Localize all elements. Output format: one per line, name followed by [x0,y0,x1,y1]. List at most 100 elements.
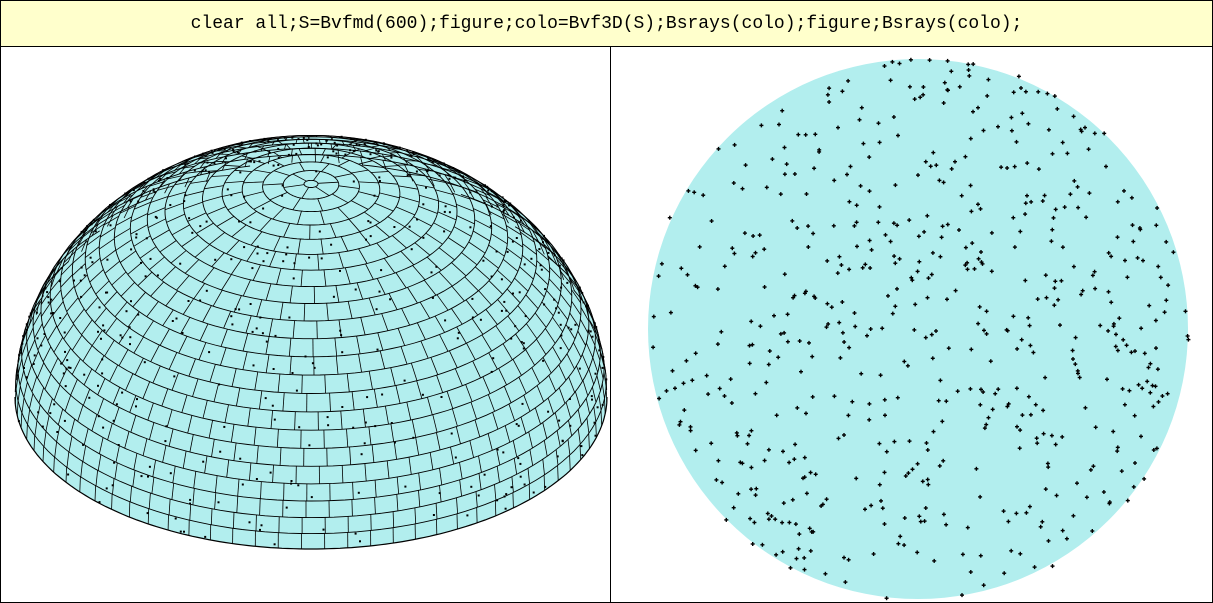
latitude-ring [146,134,476,304]
data-point [981,583,986,588]
meridian-segment [85,297,99,312]
data-point [1071,264,1076,269]
data-point [1076,205,1081,210]
data-point [651,345,656,350]
data-point [73,279,75,282]
data-point [802,567,807,572]
data-point [843,580,848,585]
data-point [882,397,887,402]
data-point [842,555,846,560]
data-point [867,401,872,406]
data-point [79,279,82,282]
meridian-segment [520,416,527,434]
data-point [435,265,438,268]
data-point [137,313,140,316]
meridian-segment [164,202,184,211]
data-point [223,425,226,428]
meridian-segment [456,204,475,212]
meridian-segment [273,170,290,176]
meridian-segment [416,322,426,340]
meridian-segment [40,276,49,291]
data-point [157,179,160,182]
data-point [929,332,934,337]
data-point [243,246,246,249]
meridian-segment [230,259,242,275]
data-point [897,61,902,66]
meridian-segment [21,341,28,357]
meridian-segment [382,165,399,167]
meridian-segment [451,262,467,277]
data-point [89,256,92,259]
data-point [754,486,759,491]
data-point [969,209,974,214]
meridian-segment [580,307,590,322]
data-point [842,340,847,344]
data-point [792,293,797,298]
data-point [1012,164,1017,169]
data-point [938,378,943,383]
data-point [884,596,889,601]
meridian-segment [43,431,47,447]
meridian-segment [351,391,355,411]
meridian-segment [542,422,548,439]
meridian-segment [26,315,34,331]
meridian-segment [199,160,206,169]
data-point [806,245,811,249]
data-point [204,169,207,172]
data-point [1086,147,1091,152]
meridian-segment [270,410,273,429]
data-point [452,176,455,179]
data-point [980,261,985,266]
data-point [804,491,809,496]
data-point [1060,245,1065,250]
meridian-segment [251,159,266,164]
meridian-segment [103,215,120,226]
meridian-segment [187,415,193,434]
data-point [867,238,872,243]
data-point [252,364,255,367]
data-point [115,403,118,406]
meridian-segment [152,365,161,384]
meridian-segment [45,415,50,432]
data-point [782,172,787,177]
data-point [174,517,177,520]
data-point [1044,295,1049,300]
meridian-segment [363,211,380,224]
data-point [325,139,328,142]
data-point [382,142,385,145]
meridian-segment [110,204,125,214]
data-point [839,263,844,267]
data-point [957,228,961,232]
meridian-segment [127,194,143,202]
data-point [502,210,505,213]
meridian-segment [536,260,550,273]
meridian-segment [220,347,227,366]
data-point [1156,264,1161,269]
data-point [890,59,895,64]
data-point [454,176,457,179]
meridian-segment [335,355,339,375]
meridian-segment [259,498,261,516]
data-point [506,250,509,253]
meridian-segment [381,313,389,331]
data-point [249,303,252,305]
data-point [882,64,887,68]
meridian-segment [118,349,129,366]
meridian-segment [268,318,273,337]
data-point [797,532,802,537]
data-point [996,124,1000,129]
data-point [1166,283,1171,288]
data-point [591,335,594,338]
meridian-segment [586,417,590,434]
data-point [940,419,945,424]
data-point [274,334,277,337]
data-point [1006,519,1011,524]
meridian-segment [289,285,293,303]
meridian-segment [496,466,500,483]
data-point [581,454,584,457]
meridian-segment [376,278,386,295]
meridian-segment [434,315,445,333]
meridian-segment [529,223,539,235]
data-point [717,386,722,391]
data-point [855,244,859,249]
